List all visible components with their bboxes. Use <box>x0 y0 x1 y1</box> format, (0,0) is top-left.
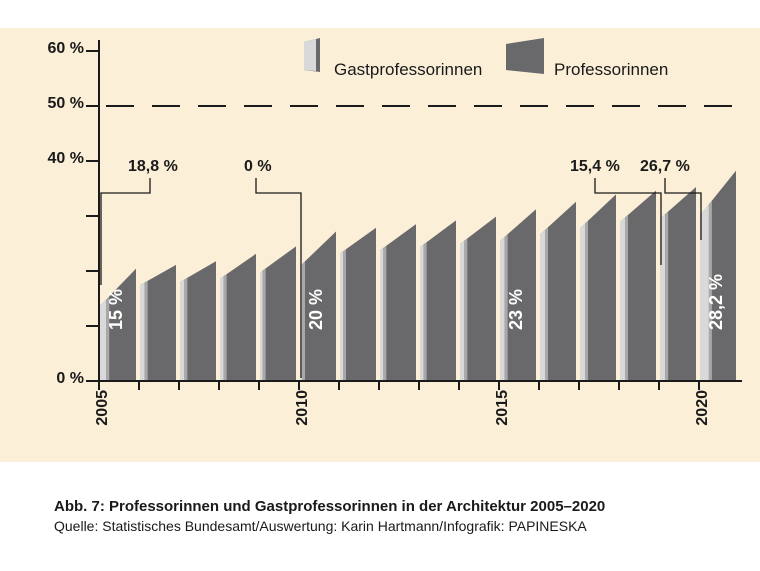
x-axis-label: 2005 <box>94 390 112 440</box>
x-tick <box>578 380 580 390</box>
x-tick <box>258 380 260 390</box>
x-tick <box>658 380 660 390</box>
callout-0: 0 % <box>244 158 272 176</box>
x-tick <box>618 380 620 390</box>
figure-container: 0 %40 %50 %60 % 15 %20 %23 %28,2 % 20052… <box>0 0 760 571</box>
caption-source: Quelle: Statistisches Bundesamt/Auswertu… <box>54 518 587 534</box>
x-tick <box>218 380 220 390</box>
x-tick <box>698 380 700 390</box>
callout-188: 18,8 % <box>128 158 178 176</box>
x-tick <box>378 380 380 390</box>
legend-prof-label: Professorinnen <box>554 60 668 80</box>
x-axis-label: 2020 <box>694 390 712 440</box>
x-tick <box>178 380 180 390</box>
x-tick <box>538 380 540 390</box>
x-axis-label: 2010 <box>294 390 312 440</box>
x-axis-label: 2015 <box>494 390 512 440</box>
x-tick <box>418 380 420 390</box>
callout-154: 15,4 % <box>570 158 620 176</box>
callout-line <box>256 178 301 378</box>
legend-guest-icon <box>298 36 326 76</box>
callout-267: 26,7 % <box>640 158 690 176</box>
callout-line <box>665 178 701 240</box>
x-tick <box>498 380 500 390</box>
callout-line <box>595 178 661 265</box>
caption-title: Abb. 7: Professorinnen und Gastprofessor… <box>54 498 605 515</box>
callout-line <box>101 178 150 285</box>
x-tick <box>138 380 140 390</box>
x-tick <box>458 380 460 390</box>
x-tick <box>98 380 100 390</box>
legend-guest-label: Gastprofessorinnen <box>334 60 482 80</box>
x-tick <box>298 380 300 390</box>
x-tick <box>338 380 340 390</box>
legend-prof-icon <box>502 36 547 76</box>
